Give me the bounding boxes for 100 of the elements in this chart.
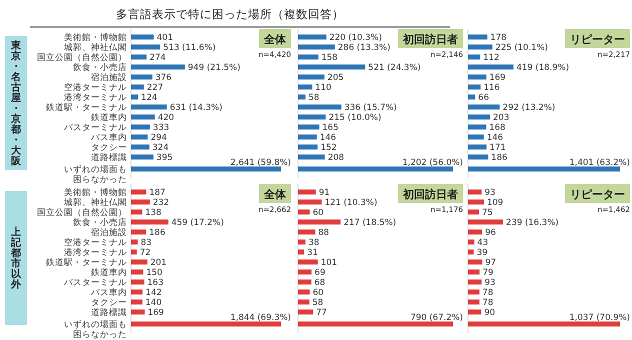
bar [298, 124, 320, 130]
data-label: 1,202 (56.0%) [402, 158, 463, 168]
chart-subtitle: 全体 [263, 188, 287, 201]
y-tick-label: 港湾ターミナル [64, 92, 127, 103]
data-label: 376 [155, 73, 172, 83]
bar [468, 300, 480, 304]
bar [131, 260, 148, 264]
data-label: 93 [484, 188, 496, 198]
y-tick-label: 国立公園（自然公園） [37, 52, 127, 63]
bar [298, 230, 316, 234]
data-label: 1,401 (63.2%) [569, 158, 630, 168]
data-label: 31 [307, 248, 318, 258]
data-label: 1,844 (69.3%) [230, 313, 291, 323]
data-label: 220 (10.3%) [329, 33, 382, 43]
data-label: 138 [145, 208, 162, 218]
bar [298, 240, 306, 244]
bar [468, 240, 474, 244]
data-label: 169 [148, 308, 164, 318]
chart-subtitle: 初回訪日者 [402, 188, 458, 201]
bar [131, 114, 155, 120]
data-label: 90 [484, 308, 496, 318]
data-label: 39 [476, 248, 488, 258]
data-label: 60 [312, 288, 324, 298]
data-label: 513 (11.6%) [163, 43, 216, 53]
data-label: 186 [149, 228, 166, 238]
y-tick-label: いずれの場面も困らなかった [64, 164, 127, 185]
data-label: 72 [140, 248, 151, 258]
bar [131, 94, 138, 100]
data-label: 419 (18.9%) [516, 63, 570, 73]
y-tick-label: 鉄道車内 [91, 267, 127, 278]
bar [298, 290, 310, 294]
bar [468, 250, 474, 254]
data-label: 75 [482, 208, 493, 218]
data-label: 146 [486, 133, 504, 143]
bar [468, 134, 484, 140]
data-label: 158 [321, 53, 338, 63]
bar [468, 260, 482, 264]
bar [298, 104, 342, 110]
data-label: 1,037 (70.9%) [569, 313, 630, 323]
data-label: 78 [482, 298, 494, 308]
bar [298, 210, 310, 214]
bar [131, 104, 167, 110]
y-tick-label: 宿泊施設 [91, 72, 127, 83]
bar [131, 250, 137, 254]
y-tick-label: バス車内 [90, 132, 127, 143]
bar [298, 190, 316, 194]
y-tick-label: 港湾ターミナル [64, 247, 127, 258]
bar [298, 280, 312, 284]
bar [468, 114, 490, 120]
chart-subtitle: リピーター [570, 33, 625, 46]
bar [298, 260, 318, 264]
data-label: 116 [484, 83, 500, 93]
data-label: 336 (15.7%) [344, 103, 397, 113]
data-label: 401 [156, 33, 174, 43]
bar [468, 144, 487, 150]
data-label: 459 (17.2%) [171, 218, 224, 228]
bar [468, 280, 482, 284]
bar [298, 74, 324, 80]
bar [468, 54, 480, 60]
data-label: 168 [489, 123, 506, 133]
data-label: 101 [320, 258, 338, 268]
bar [468, 230, 482, 234]
data-label: 142 [146, 288, 162, 298]
bar [298, 54, 318, 60]
data-label: 208 [328, 153, 344, 163]
data-label: 203 [493, 113, 510, 123]
bar [468, 310, 482, 314]
data-label: 58 [312, 298, 324, 308]
y-axis-title: 上記都市以外 [10, 226, 22, 290]
bar [298, 144, 318, 150]
data-label: 163 [147, 278, 164, 288]
y-tick-label: 城郭、神社仏閣 [63, 197, 127, 208]
y-tick-label: 道路標識 [91, 307, 127, 318]
y-tick-label: タクシー [91, 298, 127, 308]
y-tick-label: 鉄道駅・ターミナル [46, 257, 127, 268]
bar [131, 300, 142, 304]
y-tick-label: 宿泊施設 [91, 227, 127, 238]
data-label: 521 (24.3%) [368, 63, 421, 73]
bar [298, 200, 322, 204]
bar [131, 310, 145, 314]
bar [131, 230, 146, 234]
bar [131, 200, 150, 204]
bar [468, 290, 480, 294]
bar [298, 310, 314, 314]
data-label: 78 [482, 288, 494, 298]
data-label: 324 [152, 143, 169, 153]
bar [468, 84, 481, 90]
data-label: 949 (21.5%) [188, 63, 240, 73]
data-label: 77 [316, 308, 327, 318]
data-label: 97 [485, 258, 496, 268]
bar [468, 44, 492, 50]
data-label: 239 (16.3%) [506, 218, 559, 228]
y-tick-label: バス車内 [90, 287, 127, 298]
bar [468, 124, 486, 130]
data-label: 333 [152, 123, 170, 133]
bar [131, 290, 143, 294]
data-label: 790 (67.2%) [410, 313, 463, 323]
bar [298, 250, 304, 254]
data-label: 171 [490, 143, 506, 153]
data-label: 225 (10.1%) [495, 43, 548, 53]
